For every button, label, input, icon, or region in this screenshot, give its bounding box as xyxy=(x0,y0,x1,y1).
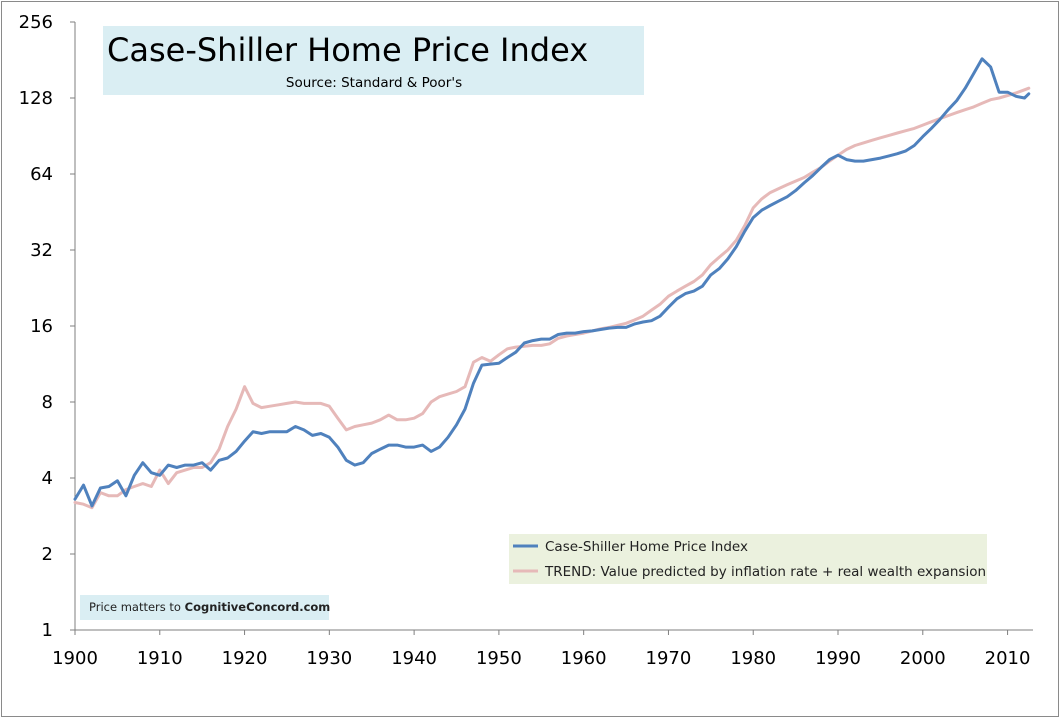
x-tick-label-1990: 1990 xyxy=(815,648,861,669)
legend-label-trend: TREND: Value predicted by inflation rate… xyxy=(544,564,986,580)
credit-text: Price matters to CognitiveConcord.com xyxy=(89,600,330,614)
x-tick-label-1960: 1960 xyxy=(561,648,607,669)
x-tick-label-1920: 1920 xyxy=(222,648,268,669)
title-box xyxy=(103,26,644,95)
credit-box xyxy=(80,595,329,620)
x-tick-label-2010: 2010 xyxy=(985,648,1031,669)
series-group xyxy=(73,57,1031,510)
y-tick-group: 1 2 4 8 16 32 64 128 256 xyxy=(19,12,75,641)
x-tick-label-1900: 1900 xyxy=(52,648,98,669)
x-tick-group: 1900 1910 1920 1930 1940 1950 1960 1970 1980 1990… xyxy=(52,630,1030,669)
x-tick-label-1910: 1910 xyxy=(137,648,183,669)
y-tick-label-16: 16 xyxy=(30,316,53,337)
legend-box xyxy=(509,534,987,584)
legend-label-case-shiller: Case-Shiller Home Price Index xyxy=(545,539,748,555)
x-tick-label-1950: 1950 xyxy=(476,648,522,669)
chart-title: Case-Shiller Home Price Index xyxy=(107,31,588,69)
y-tick-label-4: 4 xyxy=(42,468,53,489)
y-tick-label-64: 64 xyxy=(30,164,53,185)
series-line-case-shiller xyxy=(73,57,1031,508)
y-tick-label-1: 1 xyxy=(42,620,53,641)
series-line-trend xyxy=(73,86,1031,510)
y-tick-label-8: 8 xyxy=(42,392,53,413)
x-tick-label-1970: 1970 xyxy=(646,648,692,669)
y-tick-label-128: 128 xyxy=(19,88,53,109)
chart-subtitle: Source: Standard & Poor's xyxy=(286,75,462,91)
x-tick-label-2000: 2000 xyxy=(900,648,946,669)
y-tick-label-32: 32 xyxy=(30,240,53,261)
credit-prefix: Price matters to xyxy=(89,600,185,614)
x-tick-label-1980: 1980 xyxy=(730,648,776,669)
credit-site: CognitiveConcord.com xyxy=(185,600,331,614)
x-tick-label-1940: 1940 xyxy=(391,648,437,669)
x-tick-label-1930: 1930 xyxy=(306,648,352,669)
y-tick-label-256: 256 xyxy=(19,12,53,33)
y-tick-label-2: 2 xyxy=(42,544,53,565)
